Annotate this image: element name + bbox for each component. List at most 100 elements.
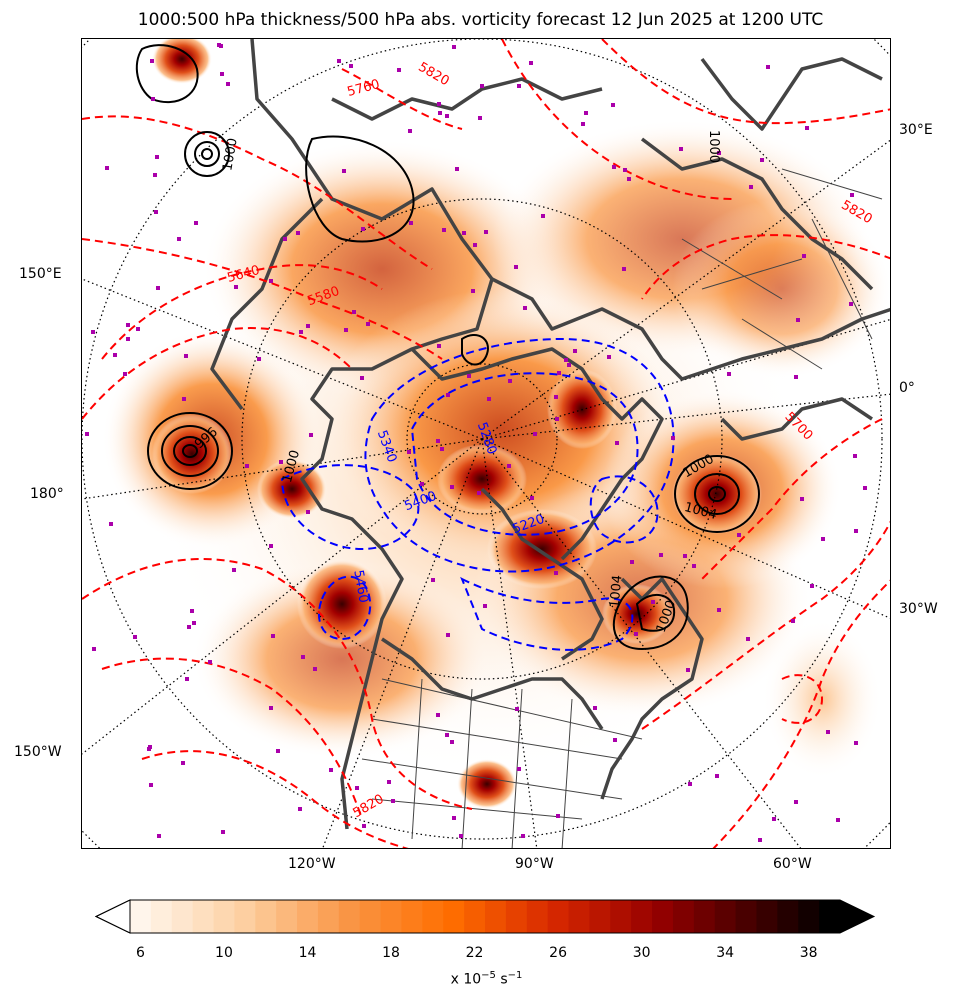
station-marker: [826, 730, 830, 734]
station-marker: [541, 214, 545, 218]
colorbar-cell: [297, 900, 319, 933]
station-marker: [686, 668, 690, 672]
lon-label-30e: 30°E: [899, 122, 933, 138]
station-marker: [452, 45, 456, 49]
station-marker: [133, 635, 137, 639]
colorbar-cell: [735, 900, 757, 933]
station-marker: [487, 397, 491, 401]
station-marker: [521, 834, 525, 838]
station-marker: [276, 749, 280, 753]
station-marker: [508, 379, 512, 383]
station-marker: [766, 65, 770, 69]
colorbar-cell: [359, 900, 382, 933]
station-marker: [450, 740, 454, 744]
colorbar-cell: [422, 900, 444, 933]
colorbar-cell: [672, 900, 695, 933]
station-marker: [113, 353, 117, 357]
lon-label-150w: 150°W: [14, 744, 62, 760]
station-marker: [473, 243, 477, 247]
station-marker: [409, 221, 413, 225]
station-marker: [360, 376, 364, 380]
station-marker: [208, 660, 212, 664]
colorbar-tick-label: 38: [799, 945, 818, 961]
station-marker: [611, 103, 615, 107]
station-marker: [462, 231, 466, 235]
graticule: [82, 39, 890, 848]
station-marker: [155, 155, 159, 159]
station-marker: [438, 111, 442, 115]
station-marker: [717, 151, 721, 155]
station-marker: [271, 634, 275, 638]
station-marker: [791, 619, 795, 623]
station-marker: [567, 363, 571, 367]
colorbar-cell: [798, 900, 820, 933]
station-marker: [184, 354, 188, 358]
colorbar-frame: [94, 899, 876, 934]
station-marker: [836, 818, 840, 822]
station-marker: [187, 625, 191, 629]
station-marker: [437, 102, 441, 106]
station-marker: [234, 285, 238, 289]
station-marker: [92, 647, 96, 651]
station-marker: [607, 355, 611, 359]
station-marker: [679, 147, 683, 151]
station-marker: [530, 496, 534, 500]
lon-label-180: 180°: [30, 486, 64, 502]
colorbar-cell: [652, 900, 674, 933]
station-marker: [440, 447, 444, 451]
station-marker: [683, 554, 687, 558]
colorbar-tick-label: 22: [465, 945, 484, 961]
lon-label-90w: 90°W: [515, 856, 554, 872]
station-marker: [623, 168, 627, 172]
station-marker: [220, 72, 224, 76]
station-marker: [306, 324, 310, 328]
station-marker: [850, 193, 854, 197]
colorbar-cell: [756, 900, 778, 933]
colorbar: [94, 899, 876, 934]
station-marker: [651, 600, 655, 604]
colorbar-cell: [443, 900, 465, 933]
station-marker: [746, 637, 750, 641]
station-marker: [105, 166, 109, 170]
station-marker: [749, 185, 753, 189]
station-marker: [147, 747, 151, 751]
colorbar-cell: [568, 900, 590, 933]
station-marker: [126, 323, 130, 327]
colorbar-tick-label: 18: [382, 945, 400, 961]
station-marker: [523, 306, 527, 310]
thickness-warm-contours: [82, 39, 890, 848]
station-marker: [478, 116, 482, 120]
station-marker: [329, 768, 333, 772]
station-marker: [772, 817, 776, 821]
station-marker: [306, 510, 310, 514]
station-marker: [185, 677, 189, 681]
station-marker: [554, 395, 558, 399]
station-marker: [150, 59, 154, 63]
station-marker: [269, 706, 273, 710]
colorbar-tick-label: 14: [298, 945, 317, 961]
station-marker: [151, 97, 155, 101]
station-marker: [445, 733, 449, 737]
station-marker: [309, 433, 313, 437]
pressure-label: 1004: [607, 574, 626, 609]
station-marker: [181, 761, 185, 765]
station-marker: [452, 816, 456, 820]
lon-label-0: 0°: [899, 380, 915, 396]
station-marker: [627, 177, 631, 181]
colorbar-cell: [380, 900, 402, 933]
station-marker: [337, 59, 341, 63]
station-marker: [190, 609, 194, 613]
mslp-contours: [135, 44, 760, 651]
station-marker: [85, 432, 89, 436]
station-marker: [226, 82, 230, 86]
station-marker: [192, 621, 196, 625]
station-marker: [109, 522, 113, 526]
station-marker: [529, 61, 533, 65]
station-marker: [296, 231, 300, 235]
station-marker: [854, 529, 858, 533]
station-marker: [760, 158, 764, 162]
station-marker: [355, 786, 359, 790]
station-marker: [758, 838, 762, 842]
station-marker: [149, 783, 153, 787]
station-marker: [727, 372, 731, 376]
